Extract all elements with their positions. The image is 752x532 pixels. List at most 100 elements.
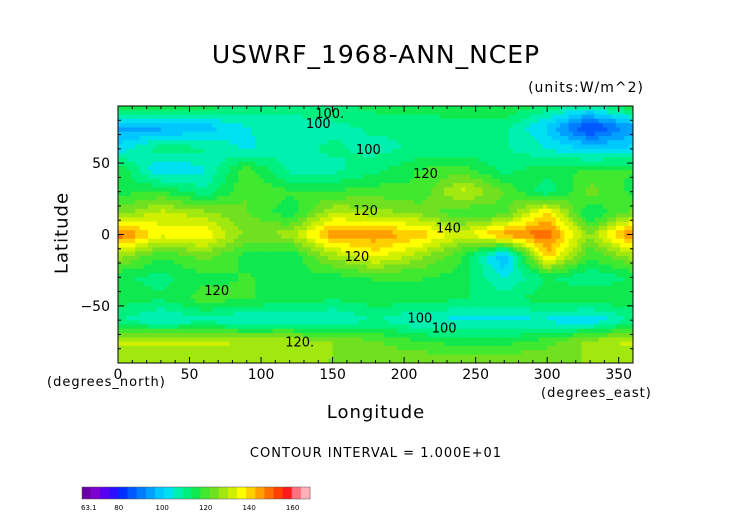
heatmap-cell [152,243,158,248]
heatmap-cell [246,123,252,129]
heatmap-cell [620,238,626,244]
heatmap-cell [444,221,450,227]
heatmap-cell [560,114,565,120]
heatmap-cell [615,243,621,248]
heatmap-cell [414,281,420,287]
heatmap-cell [233,268,239,274]
heatmap-cell [251,213,256,218]
heatmap-cell [259,106,265,111]
heatmap-cell [427,106,432,111]
heatmap-cell [525,255,531,261]
heatmap-cell [538,178,544,184]
heatmap-cell [233,153,239,158]
heatmap-cell [457,260,462,266]
heatmap-cell [130,225,136,231]
heatmap-cell [542,200,548,206]
heatmap-cell [289,247,295,253]
heatmap-cell [452,268,458,274]
heatmap-cell [203,213,209,218]
heatmap-cell [439,243,445,248]
heatmap-cell [139,140,145,146]
heatmap-cell [173,114,179,120]
heatmap-cell [448,174,454,180]
heatmap-cell [474,208,480,214]
heatmap-cell [199,277,205,283]
heatmap-cell [521,268,527,274]
heatmap-cell [195,140,201,146]
heatmap-cell [388,131,394,137]
heatmap-cell [135,217,141,223]
heatmap-cell [530,213,535,218]
heatmap-cell [246,178,252,184]
heatmap-cell [362,217,368,223]
heatmap-cell [122,217,128,223]
heatmap-cell [375,260,381,266]
heatmap-cell [534,217,540,223]
heatmap-cell [560,195,565,201]
heatmap-cell [238,131,244,137]
heatmap-cell [572,157,578,163]
heatmap-cell [482,153,488,158]
heatmap-cell [371,183,377,188]
heatmap-cell [547,165,553,171]
heatmap-cell [143,234,149,240]
heatmap-cell [482,255,488,261]
heatmap-cell [534,230,540,236]
heatmap-cell [195,247,201,253]
heatmap-cell [538,174,544,180]
heatmap-cell [281,243,286,248]
heatmap-cell [160,273,166,278]
heatmap-cell [495,213,501,218]
heatmap-cell [298,230,304,236]
heatmap-cell [345,195,351,201]
heatmap-cell [594,148,600,154]
heatmap-cell [281,135,286,141]
heatmap-cell [311,131,317,137]
heatmap-cell [354,225,359,231]
heatmap-cell [328,251,334,257]
heatmap-cell [551,200,557,206]
heatmap-cell [302,255,308,261]
heatmap-cell [482,183,488,188]
heatmap-cell [345,221,351,227]
heatmap-cell [457,183,462,188]
heatmap-cell [422,238,428,244]
heatmap-cell [534,200,540,206]
heatmap-cell [508,260,514,266]
heatmap-cell [208,148,214,154]
heatmap-cell [577,230,583,236]
heatmap-cell [542,273,548,278]
heatmap-cell [238,277,244,283]
heatmap-cell [534,140,540,146]
heatmap-cell [135,123,141,129]
heatmap-cell [268,118,274,124]
heatmap-cell [405,213,411,218]
heatmap-cell [435,213,441,218]
heatmap-cell [358,255,364,261]
heatmap-cell [590,148,595,154]
heatmap-cell [405,131,411,137]
heatmap-cell [525,221,531,227]
heatmap-cell [130,195,136,201]
heatmap-cell [251,208,256,214]
heatmap-cell [431,277,437,283]
heatmap-cell [362,161,368,167]
heatmap-cell [594,225,600,231]
heatmap-cell [487,174,492,180]
heatmap-cell [499,268,505,274]
heatmap-cell [195,230,201,236]
heatmap-cell [461,260,467,266]
heatmap-cell [259,144,265,150]
heatmap-cell [122,165,128,171]
heatmap-cell [379,106,385,111]
heatmap-cell [517,191,523,197]
heatmap-cell [126,123,132,129]
heatmap-cell [268,148,274,154]
heatmap-cell [435,123,441,129]
heatmap-cell [401,140,407,146]
heatmap-cell [126,110,132,116]
heatmap-cell [379,260,385,266]
heatmap-cell [611,135,617,141]
heatmap-cell [186,273,192,278]
heatmap-cell [491,260,497,266]
